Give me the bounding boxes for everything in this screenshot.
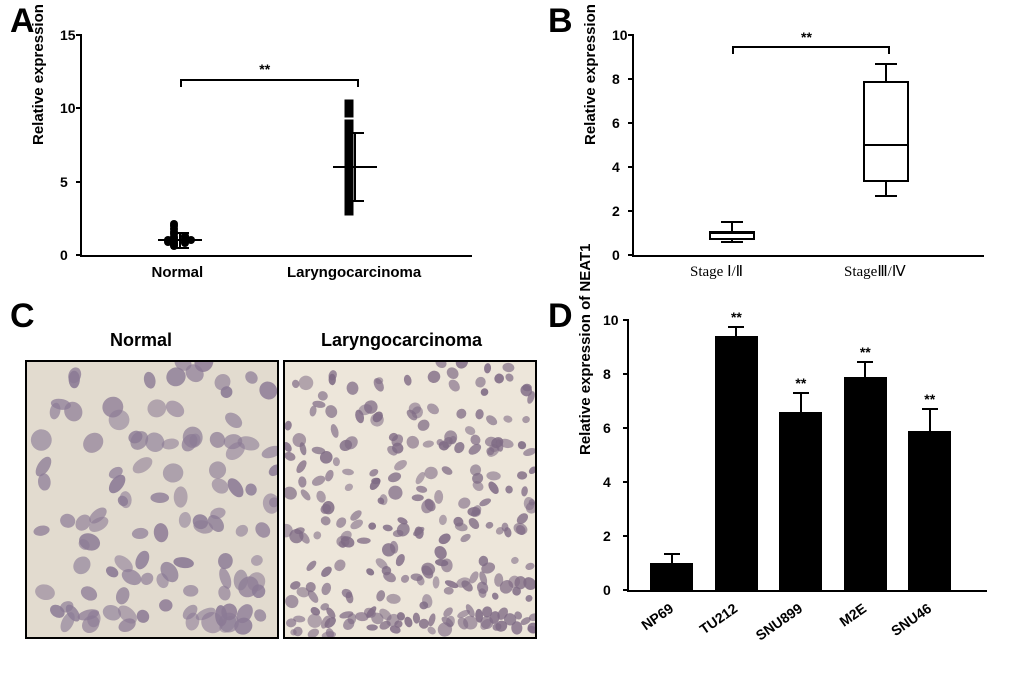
ytick: 6 [612,115,620,131]
xlabel: SNU899 [752,600,805,643]
panel-A-ylabel: Relative expression of NEAT1 [30,0,47,145]
ytick: 15 [60,27,76,43]
data-point [345,120,354,129]
microscopy-normal [25,360,279,639]
sig-marker: ** [795,375,806,391]
panel-D-label: D [548,297,573,336]
data-point [345,108,354,117]
data-point [345,99,354,108]
ytick: 4 [612,159,620,175]
ytick: 5 [60,174,68,190]
xlabel: Normal [152,264,204,281]
panel-C: Normal Laryngocarcinoma [25,330,535,650]
ytick: 4 [603,474,611,490]
panel-C-title-cancer: Laryngocarcinoma [321,330,482,351]
ytick: 8 [603,366,611,382]
sig-marker: ** [731,309,742,325]
xlabel: Laryngocarcinoma [287,264,421,281]
bar [715,336,758,590]
sig-marker: ** [801,29,812,45]
bar [844,377,887,590]
panel-B-label: B [548,2,573,41]
panel-D-chart: Relative expression of NEAT1 0246810NP69… [627,320,987,592]
microscopy-cancer [283,360,537,639]
bar [650,563,693,590]
ytick: 10 [603,312,619,328]
panel-B-ylabel: Relative expression of NEAT1 [582,0,599,145]
xlabel: SNU46 [888,600,934,639]
panel-C-title-normal: Normal [110,330,172,351]
ytick: 0 [60,247,68,263]
sig-marker: ** [259,61,270,77]
sig-marker: ** [924,391,935,407]
panel-B-chart: Relative expression of NEAT1 0246810Stag… [632,35,984,257]
data-point [170,220,178,228]
bar [908,431,951,590]
ytick: 10 [612,27,628,43]
ytick: 2 [603,528,611,544]
ytick: 0 [603,582,611,598]
ytick: 2 [612,203,620,219]
ytick: 6 [603,420,611,436]
ytick: 10 [60,100,76,116]
ytick: 0 [612,247,620,263]
panel-D-ylabel: Relative expression of NEAT1 [577,244,594,455]
panel-A-chart: Relative expression of NEAT1 051015Norma… [80,35,472,257]
xlabel: M2E [837,600,870,630]
sig-marker: ** [860,344,871,360]
xlabel: Stage Ⅰ/Ⅱ [690,262,743,281]
xlabel: NP69 [638,600,676,633]
xlabel: StageⅢ/Ⅳ [844,262,906,281]
bar [779,412,822,590]
ytick: 8 [612,71,620,87]
xlabel: TU212 [697,600,741,637]
